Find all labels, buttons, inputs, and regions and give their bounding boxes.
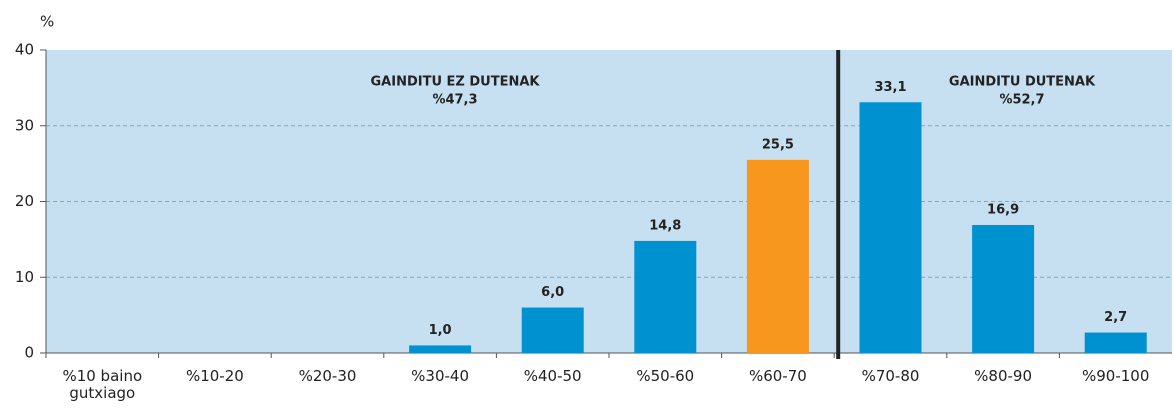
- y-tick-label: 10: [15, 268, 34, 286]
- bar: [859, 102, 922, 353]
- x-tick-label: %50-60: [636, 367, 695, 385]
- annotation-title: GAINDITU DUTENAK: [949, 75, 1096, 90]
- value-label: 2,7: [1104, 310, 1127, 325]
- value-label: 14,8: [649, 218, 681, 233]
- x-tick-label: %40-50: [523, 367, 582, 385]
- value-label: 16,9: [987, 202, 1019, 217]
- x-tick-label: %30-40: [411, 367, 470, 385]
- y-tick-label: 40: [15, 41, 34, 59]
- x-tick-label: %60-70: [748, 367, 807, 385]
- annotation-text: %47,3: [432, 93, 477, 108]
- bar: [521, 307, 584, 353]
- bar: [1084, 332, 1147, 353]
- value-label: 6,0: [541, 285, 564, 300]
- x-tick-label: %20-30: [298, 367, 357, 385]
- x-tick-label: %70-80: [861, 367, 920, 385]
- bar: [746, 159, 809, 353]
- bar: [972, 224, 1035, 353]
- x-tick-label: %90-100: [1081, 367, 1150, 385]
- value-label: 25,5: [762, 137, 794, 152]
- x-tick-label: %10-20: [185, 367, 244, 385]
- x-tick-label: %10 baino gutxiago: [62, 367, 143, 402]
- x-tick-label: %80-90: [974, 367, 1033, 385]
- y-tick-label: 30: [15, 116, 34, 134]
- bar: [634, 240, 697, 353]
- value-label: 33,1: [874, 80, 906, 95]
- annotation-title: GAINDITU EZ DUTENAK: [371, 75, 541, 90]
- value-label: 1,0: [429, 323, 452, 338]
- bar: [409, 345, 472, 353]
- annotation-text: %52,7: [999, 93, 1044, 108]
- y-tick-label: 0: [24, 344, 34, 362]
- y-tick-label: 20: [15, 192, 34, 210]
- y-axis-label: %: [40, 13, 54, 31]
